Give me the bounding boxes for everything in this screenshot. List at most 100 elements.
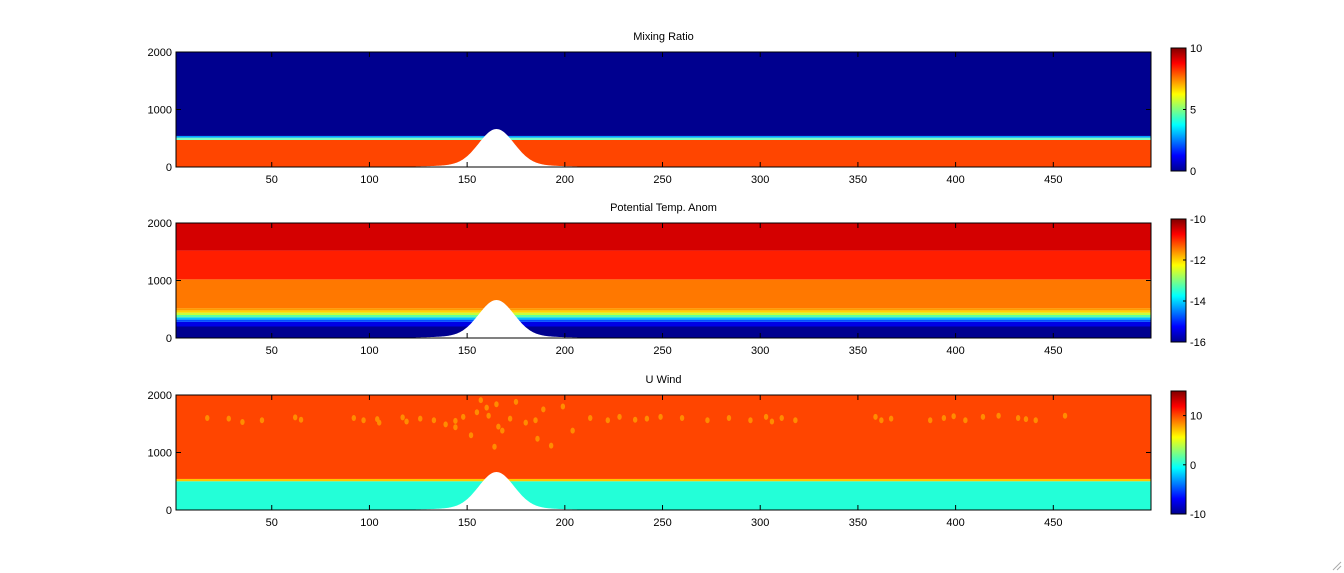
data-blob-58 [996,412,1001,419]
y-tick-label: 1000 [148,448,172,460]
data-blob-13 [431,417,437,424]
data-blob-51 [879,417,884,424]
data-blob-39 [632,416,638,423]
data-layer-1 [176,137,1151,140]
data-blob-36 [588,415,593,421]
y-tick-label: 0 [166,505,172,517]
data-blob-45 [748,417,753,424]
data-layer-1 [176,321,1151,327]
data-blob-7 [361,417,366,424]
y-tick-label: 2000 [148,390,172,402]
data-blob-27 [507,415,513,422]
data-blob-20 [478,397,484,404]
x-tick-label: 100 [360,345,378,357]
x-tick-label: 150 [458,174,476,186]
data-blob-12 [418,415,423,422]
colorbar-tick-label: -12 [1190,255,1206,267]
data-blob-50 [873,413,878,420]
data-layer-0 [176,139,1151,167]
colorbar-tick-label: -10 [1190,509,1206,521]
data-blob-5 [298,416,304,423]
x-tick-label: 350 [849,345,867,357]
colorbar-tick-label: 5 [1190,105,1196,117]
y-tick-label: 2000 [148,218,172,230]
data-blob-47 [769,418,775,425]
data-blob-16 [453,417,458,424]
colorbar [1170,218,1187,343]
data-layer-2 [176,319,1151,322]
data-blob-18 [468,432,474,439]
data-layer-3 [176,317,1151,320]
x-tick-label: 150 [458,345,476,357]
data-blob-23 [492,443,497,450]
x-tick-label: 400 [946,174,964,186]
data-blob-14 [443,421,448,428]
data-blob-43 [705,417,710,424]
colorbar-tick-label: 10 [1190,43,1202,55]
x-tick-label: 300 [751,174,769,186]
colorbar-tick-label: -16 [1190,337,1206,349]
x-tick-label: 350 [849,174,867,186]
data-layer-9 [176,250,1151,280]
data-blob-29 [523,419,528,426]
x-tick-label: 150 [458,517,476,529]
x-tick-label: 400 [946,345,964,357]
data-blob-0 [205,415,210,421]
x-tick-label: 450 [1044,517,1062,529]
colorbar-tick-label: -10 [1190,214,1206,226]
data-blob-9 [377,419,382,426]
data-blob-54 [941,415,947,421]
panel-2: Potential Temp. Anom 50 100 150 200 250 300 350… [148,202,1206,357]
x-tick-label: 200 [556,345,574,357]
data-blob-46 [763,413,769,420]
x-tick-label: 200 [556,174,574,186]
data-blob-44 [726,415,732,421]
data-blob-59 [1015,415,1021,421]
plot-area [176,52,1151,167]
data-blob-42 [679,415,685,421]
x-tick-label: 300 [751,345,769,357]
y-tick-label: 2000 [148,47,172,59]
data-layer-4 [176,315,1151,318]
y-tick-label: 1000 [148,276,172,288]
chart-title: Mixing Ratio [633,31,694,43]
x-tick-label: 300 [751,517,769,529]
x-tick-label: 450 [1044,174,1062,186]
data-layer-0 [176,326,1151,338]
x-tick-label: 50 [266,174,278,186]
data-layer-5 [176,312,1151,315]
data-blob-10 [400,414,405,421]
y-tick-label: 0 [166,162,172,174]
x-tick-label: 100 [360,517,378,529]
x-tick-label: 400 [946,517,964,529]
plot-area [176,395,1151,510]
x-tick-label: 200 [556,517,574,529]
plot-area [176,223,1151,338]
data-blob-28 [513,398,519,405]
data-blob-38 [617,413,622,420]
data-blob-1 [226,415,231,422]
data-layer-2 [176,395,1151,479]
x-tick-label: 250 [653,517,671,529]
chart-title: U Wind [645,374,681,386]
data-blob-49 [793,417,798,424]
data-blob-33 [548,442,554,449]
x-tick-label: 50 [266,345,278,357]
data-blob-52 [888,415,894,422]
data-layer-1 [176,478,1151,482]
data-blob-57 [980,413,986,420]
data-blob-3 [259,417,265,424]
data-blob-30 [533,417,538,424]
colorbar-tick-label: -14 [1190,296,1206,308]
data-blob-61 [1033,417,1038,424]
x-tick-label: 100 [360,174,378,186]
resize-grip-icon[interactable] [1330,559,1342,571]
data-blob-56 [963,417,968,424]
data-blob-31 [535,435,540,442]
x-tick-label: 350 [849,517,867,529]
data-blob-62 [1062,412,1068,419]
data-blob-26 [500,427,505,434]
